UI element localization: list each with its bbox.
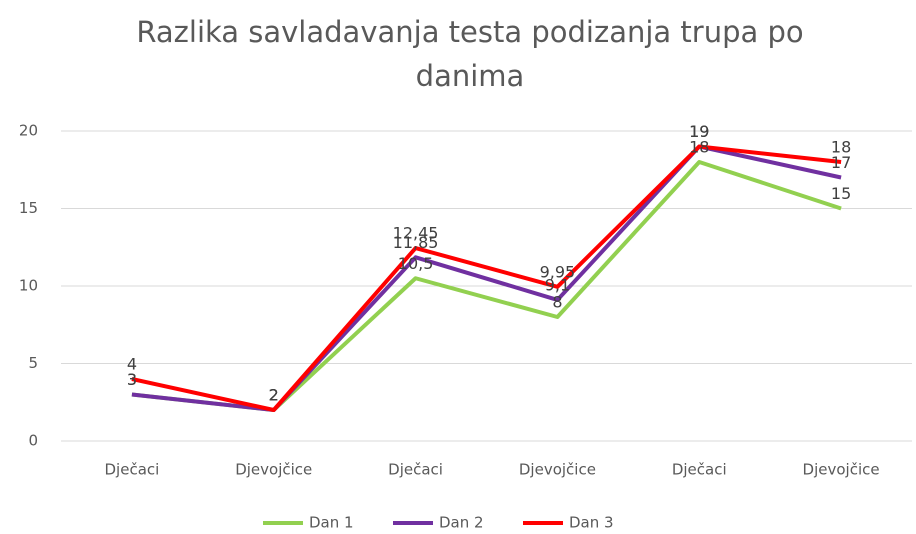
legend-label: Dan 3 bbox=[569, 514, 614, 532]
x-tick-label: Djevojčice bbox=[519, 461, 596, 479]
chart-title: Razlika savladavanja testa podizanja tru… bbox=[136, 15, 804, 93]
data-label: 2 bbox=[269, 386, 279, 405]
data-label: 9,1 bbox=[545, 275, 570, 294]
data-label: 2 bbox=[269, 386, 279, 405]
y-tick-label: 15 bbox=[19, 199, 38, 217]
legend-label: Dan 1 bbox=[309, 514, 354, 532]
data-label: 4 bbox=[127, 355, 137, 374]
data-label: 18 bbox=[689, 138, 709, 157]
data-label: 3 bbox=[127, 370, 137, 389]
data-label: 3 bbox=[127, 370, 137, 389]
data-label: 19 bbox=[689, 122, 709, 141]
data-label: 17 bbox=[831, 153, 851, 172]
data-label: 11,85 bbox=[393, 233, 439, 252]
data-label: 8 bbox=[552, 293, 562, 312]
x-tick-label: Dječaci bbox=[388, 461, 443, 479]
y-tick-label: 10 bbox=[19, 277, 38, 295]
y-tick-label: 0 bbox=[28, 432, 38, 450]
data-label: 19 bbox=[689, 122, 709, 141]
data-label: 15 bbox=[831, 184, 851, 203]
x-tick-label: Djevojčice bbox=[235, 461, 312, 479]
series-line bbox=[131, 144, 842, 412]
legend-label: Dan 2 bbox=[439, 514, 484, 532]
x-tick-label: Dječaci bbox=[105, 461, 160, 479]
series-line bbox=[131, 144, 842, 412]
data-label: 9,95 bbox=[540, 262, 576, 281]
x-tick-label: Djevojčice bbox=[803, 461, 880, 479]
data-label: 10,5 bbox=[398, 254, 434, 273]
data-label: 12,45 bbox=[393, 224, 439, 243]
data-label: 2 bbox=[269, 386, 279, 405]
y-tick-label: 5 bbox=[28, 354, 38, 372]
x-tick-label: Dječaci bbox=[672, 461, 727, 479]
data-label: 18 bbox=[831, 138, 851, 157]
y-tick-label: 20 bbox=[19, 122, 38, 140]
